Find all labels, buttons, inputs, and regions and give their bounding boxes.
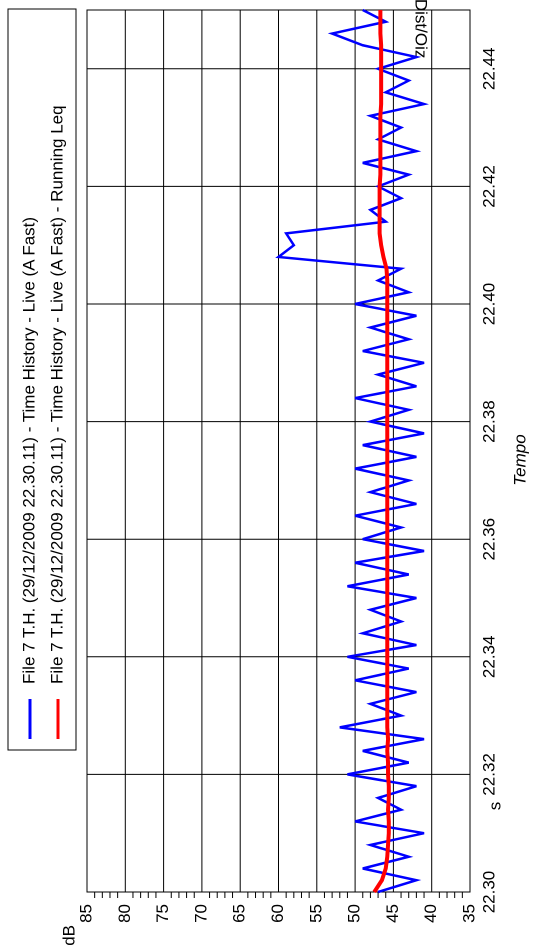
x-tick-label: 22.38	[479, 400, 498, 443]
legend-label: File 7 T.H. (29/12/2009 22.30.11) - Time…	[47, 105, 66, 684]
x-unit: s	[485, 802, 504, 811]
x-tick-label: 22.44	[479, 48, 498, 91]
y-tick-label: 35	[459, 904, 478, 923]
y-unit: dB	[59, 925, 78, 946]
series-line	[275, 8, 429, 894]
x-tick-label: 22.34	[479, 636, 498, 679]
x-label: Tempo	[510, 434, 529, 485]
legend-box	[7, 8, 77, 751]
x-tick-label: 22.30	[479, 871, 498, 914]
y-tick-label: 70	[191, 904, 210, 923]
y-tick-label: 45	[383, 904, 402, 923]
rotated-chart: dB s Tempo Cum&Dist/Oiz 35 40 45 50 55 60 65 70…	[7, 0, 529, 946]
x-tick-label: 22.36	[479, 518, 498, 561]
y-tick-label: 65	[230, 904, 249, 923]
x-tick-label: 22.32	[479, 753, 498, 796]
y-tick-label: 40	[421, 904, 440, 923]
y-tick-label: 85	[76, 904, 95, 923]
x-tick-label: 22.42	[479, 165, 498, 208]
y-tick-label: 80	[115, 904, 134, 923]
corner-label: Cum&Dist/Oiz	[412, 0, 431, 58]
y-tick-label: 55	[306, 904, 325, 923]
y-tick-label: 60	[268, 904, 287, 923]
x-tick-label: 22.40	[479, 283, 498, 326]
legend-label: File 7 T.H. (29/12/2009 22.30.11) - Time…	[19, 217, 38, 684]
series-line	[372, 10, 391, 894]
y-tick-label: 75	[153, 904, 172, 923]
y-tick-label: 50	[345, 904, 364, 923]
